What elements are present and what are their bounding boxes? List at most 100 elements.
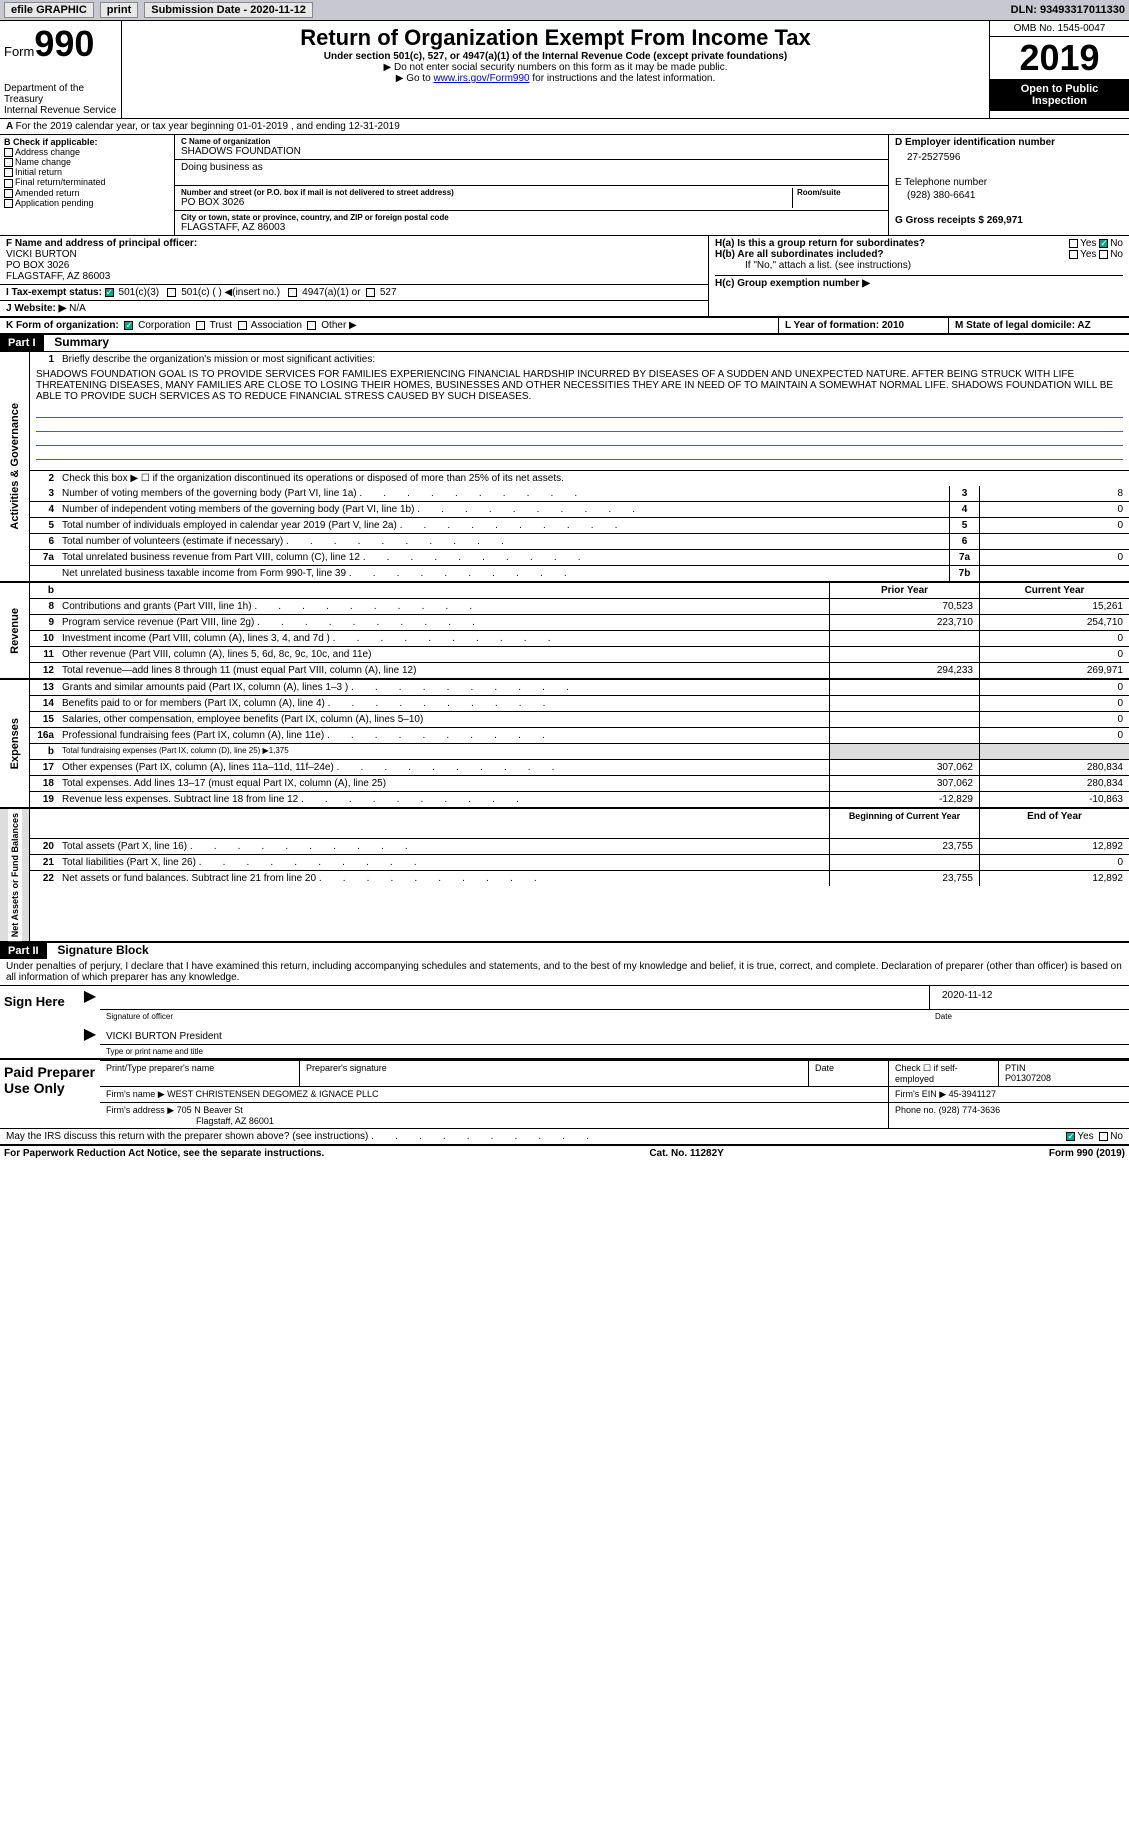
dba-label: Doing business as [181, 162, 882, 173]
expenses-section: Expenses 13Grants and similar amounts pa… [0, 678, 1129, 807]
side-activities: Activities & Governance [7, 399, 23, 534]
l13-text: Grants and similar amounts paid (Part IX… [58, 680, 829, 695]
hdr-end: End of Year [979, 809, 1129, 824]
officer-addr1: PO BOX 3026 [6, 260, 69, 271]
website: N/A [69, 303, 86, 314]
officer-addr2: FLAGSTAFF, AZ 86003 [6, 271, 110, 282]
discuss-row: May the IRS discuss this return with the… [0, 1128, 1129, 1144]
city: FLAGSTAFF, AZ 86003 [181, 222, 882, 233]
l16b-text: Total fundraising expenses (Part IX, col… [58, 744, 829, 759]
l22-text: Net assets or fund balances. Subtract li… [58, 871, 829, 886]
section-deg: D Employer identification number 27-2527… [889, 135, 1129, 235]
cb-app-pending[interactable] [4, 199, 13, 208]
cb-other[interactable] [307, 321, 316, 330]
cb-discuss-yes[interactable] [1066, 1132, 1075, 1141]
cb-ha-no[interactable] [1099, 239, 1108, 248]
cb-assoc[interactable] [238, 321, 247, 330]
ha-label: H(a) Is this a group return for subordin… [715, 238, 925, 249]
inspection-label: Open to Public Inspection [990, 79, 1129, 111]
firm-ein: 45-3941127 [949, 1089, 996, 1099]
cb-ha-yes[interactable] [1069, 239, 1078, 248]
officer-label: F Name and address of principal officer: [6, 238, 197, 249]
officer-name-title: VICKI BURTON President [100, 1029, 1129, 1045]
cb-corp[interactable] [124, 321, 133, 330]
addr: PO BOX 3026 [181, 197, 792, 208]
l21-end: 0 [979, 855, 1129, 870]
l18-text: Total expenses. Add lines 13–17 (must eq… [58, 776, 829, 791]
l14-curr: 0 [979, 696, 1129, 711]
l5-val: 0 [979, 518, 1129, 533]
side-revenue: Revenue [7, 604, 23, 658]
l18-curr: 280,834 [979, 776, 1129, 791]
l11-text: Other revenue (Part VIII, column (A), li… [58, 647, 829, 662]
hdr-begin: Beginning of Current Year [829, 809, 979, 824]
l7b-val [979, 566, 1129, 581]
l10-text: Investment income (Part VIII, column (A)… [58, 631, 829, 646]
l16b-curr [979, 744, 1129, 759]
l10-curr: 0 [979, 631, 1129, 646]
l10-prior [829, 631, 979, 646]
l11-prior [829, 647, 979, 662]
hdr-current: Current Year [979, 583, 1129, 598]
l5-text: Total number of individuals employed in … [58, 518, 949, 533]
org-name: SHADOWS FOUNDATION [181, 146, 882, 157]
cb-address-change[interactable] [4, 148, 13, 157]
l7a-val: 0 [979, 550, 1129, 565]
prep-h3: Date [809, 1061, 889, 1086]
firm-addr-label: Firm's address ▶ [106, 1105, 174, 1115]
prep-h2: Preparer's signature [300, 1061, 809, 1086]
prep-h4: Check ☐ if self-employed [889, 1061, 999, 1086]
l9-prior: 223,710 [829, 615, 979, 630]
cb-501c3[interactable] [105, 288, 114, 297]
l13-prior [829, 680, 979, 695]
cb-hb-no[interactable] [1099, 250, 1108, 259]
irs-link[interactable]: www.irs.gov/Form990 [433, 73, 529, 84]
print-button[interactable]: print [100, 2, 138, 18]
dln: DLN: 93493317011330 [1011, 4, 1125, 16]
firm-name-label: Firm's name ▶ [106, 1089, 165, 1099]
city-label: City or town, state or province, country… [181, 213, 882, 222]
ein-label: D Employer identification number [895, 137, 1123, 148]
efile-label: efile GRAPHIC [4, 2, 94, 18]
hc-label: H(c) Group exemption number ▶ [715, 278, 870, 289]
entity-block: B Check if applicable: Address change Na… [0, 134, 1129, 235]
sign-here-label: Sign Here [0, 986, 80, 1058]
sig-officer-label: Signature of officer [100, 1010, 929, 1023]
l9-curr: 254,710 [979, 615, 1129, 630]
l15-prior [829, 712, 979, 727]
title-block: Return of Organization Exempt From Incom… [122, 21, 989, 118]
hb-label: H(b) Are all subordinates included? [715, 249, 884, 260]
cb-amended[interactable] [4, 189, 13, 198]
cb-trust[interactable] [196, 321, 205, 330]
revenue-section: Revenue bPrior YearCurrent Year 8Contrib… [0, 581, 1129, 678]
l6-val [979, 534, 1129, 549]
cb-discuss-no[interactable] [1099, 1132, 1108, 1141]
l16a-text: Professional fundraising fees (Part IX, … [58, 728, 829, 743]
l3-text: Number of voting members of the governin… [58, 486, 949, 501]
cb-hb-yes[interactable] [1069, 250, 1078, 259]
l16a-prior [829, 728, 979, 743]
firm-phone: (928) 774-3636 [939, 1105, 1001, 1115]
tax-year: 2019 [990, 37, 1129, 79]
line-a: A For the 2019 calendar year, or tax yea… [0, 118, 1129, 134]
cb-initial-return[interactable] [4, 168, 13, 177]
l21-beg [829, 855, 979, 870]
l12-curr: 269,971 [979, 663, 1129, 678]
netassets-section: Net Assets or Fund Balances Beginning of… [0, 807, 1129, 941]
cb-4947[interactable] [288, 288, 297, 297]
form-ref: Form 990 (2019) [1049, 1148, 1125, 1159]
l7b-text: Net unrelated business taxable income fr… [58, 566, 949, 581]
l16a-curr: 0 [979, 728, 1129, 743]
type-name-label: Type or print name and title [100, 1045, 1129, 1058]
note-ssn: ▶ Do not enter social security numbers o… [126, 62, 985, 73]
hdr-prior: Prior Year [829, 583, 979, 598]
cb-501c[interactable] [167, 288, 176, 297]
cb-527[interactable] [366, 288, 375, 297]
l12-text: Total revenue—add lines 8 through 11 (mu… [58, 663, 829, 678]
l11-curr: 0 [979, 647, 1129, 662]
cb-final-return[interactable] [4, 179, 13, 188]
ptin-label: PTIN [1005, 1063, 1026, 1073]
fh-block: F Name and address of principal officer:… [0, 235, 1129, 316]
year-block: OMB No. 1545-0047 2019 Open to Public In… [989, 21, 1129, 118]
cb-name-change[interactable] [4, 158, 13, 167]
